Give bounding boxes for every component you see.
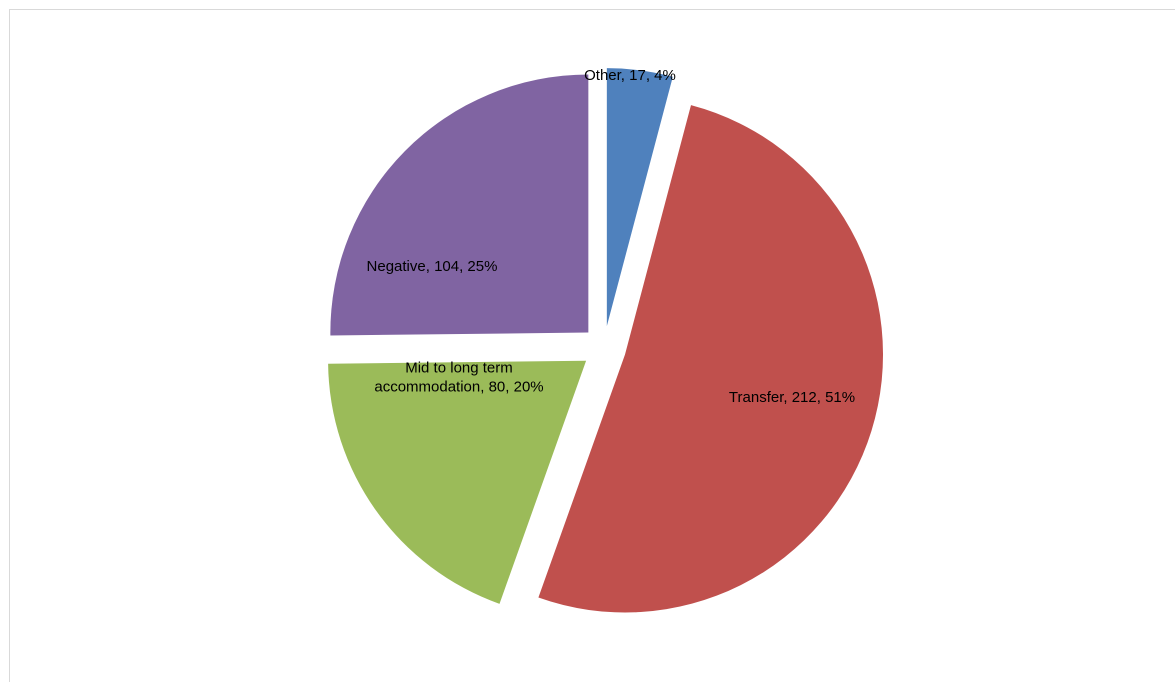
pie-slice-negative [330, 74, 589, 336]
pie-slice-other [606, 68, 673, 327]
data-label-transfer: Transfer, 212, 51% [729, 389, 855, 406]
data-label-mid-to-long-term-accommodation: Mid to long term accommodation, 80, 20% [374, 360, 543, 396]
data-label-negative: Negative, 104, 25% [367, 258, 498, 275]
pie-labels: Other, 17, 4% Transfer, 212, 51% Mid to lo… [367, 67, 856, 406]
pie-slice-transfer [538, 105, 884, 613]
pie-slice-mid-to-long-term-accommodation [328, 360, 587, 604]
data-label-other: Other, 17, 4% [584, 67, 676, 84]
pie-slices [328, 68, 884, 613]
